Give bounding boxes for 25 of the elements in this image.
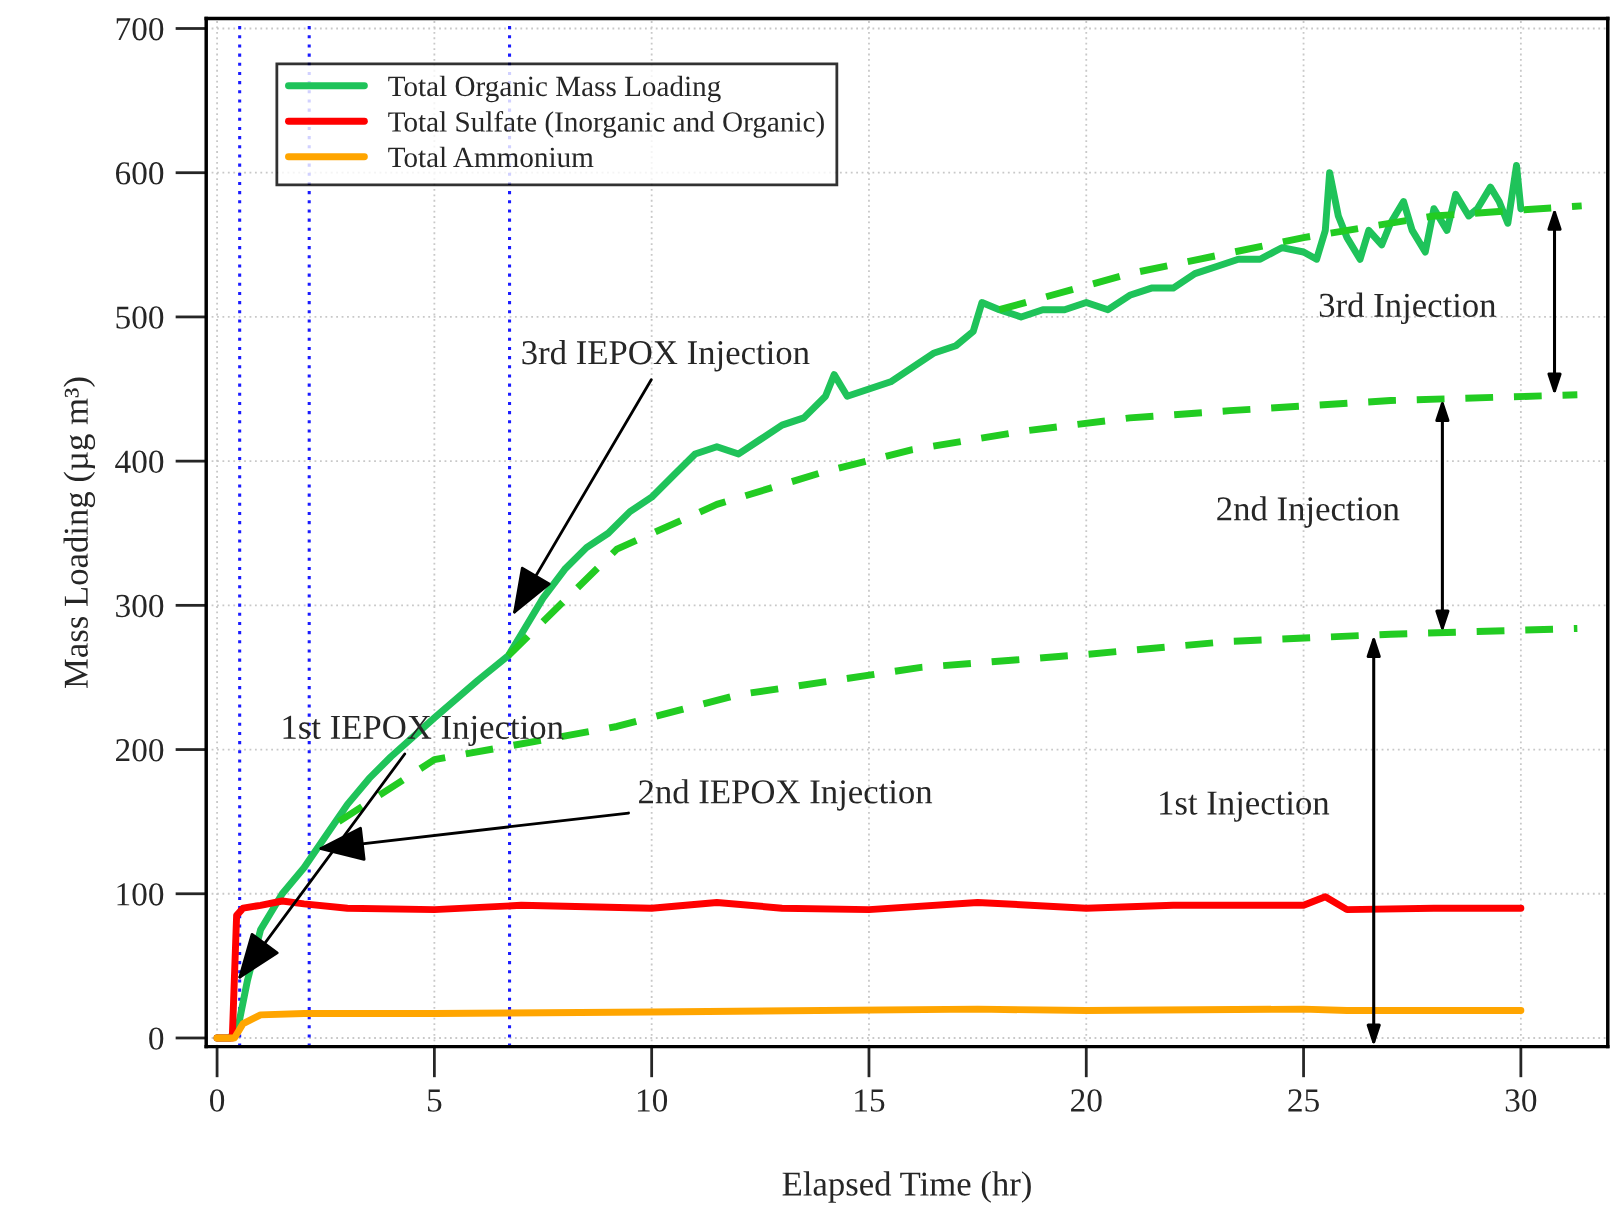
legend-label: Total Sulfate (Inorganic and Organic) (388, 110, 824, 138)
y-tick-label: 400 (115, 450, 164, 474)
x-tick-label: 10 (637, 1089, 668, 1112)
y-tick-label: 100 (117, 883, 164, 906)
x-tick-label: 5 (427, 1089, 442, 1112)
x-tick-label: 30 (1505, 1089, 1537, 1112)
y-tick-label: 700 (116, 17, 164, 41)
y-axis-title: Mass Loading (µg m³) (63, 377, 96, 689)
annotation: 3rd Injection (1319, 292, 1497, 325)
y-tick-label: 500 (116, 306, 164, 329)
y-tick-label: 200 (116, 738, 164, 762)
x-tick-label: 15 (855, 1089, 885, 1112)
y-tick-label: 600 (115, 162, 164, 185)
x-tick-label: 0 (210, 1089, 225, 1112)
annotation: 3rd IEPOX Injection (522, 339, 810, 372)
annotation: 2nd IEPOX Injection (639, 779, 933, 811)
annotation: 1st Injection (1160, 791, 1330, 822)
x-tick-label: 25 (1288, 1089, 1319, 1112)
y-tick-label: 300 (116, 594, 164, 618)
annotation: 2nd Injection (1217, 496, 1400, 528)
y-tick-label: 0 (149, 1027, 164, 1050)
x-tick-label: 20 (1071, 1089, 1102, 1112)
x-axis-title: Elapsed Time (hr) (782, 1171, 1031, 1203)
legend-label: Total Organic Mass Loading (388, 75, 721, 103)
legend-label: Total Ammonium (388, 146, 594, 168)
